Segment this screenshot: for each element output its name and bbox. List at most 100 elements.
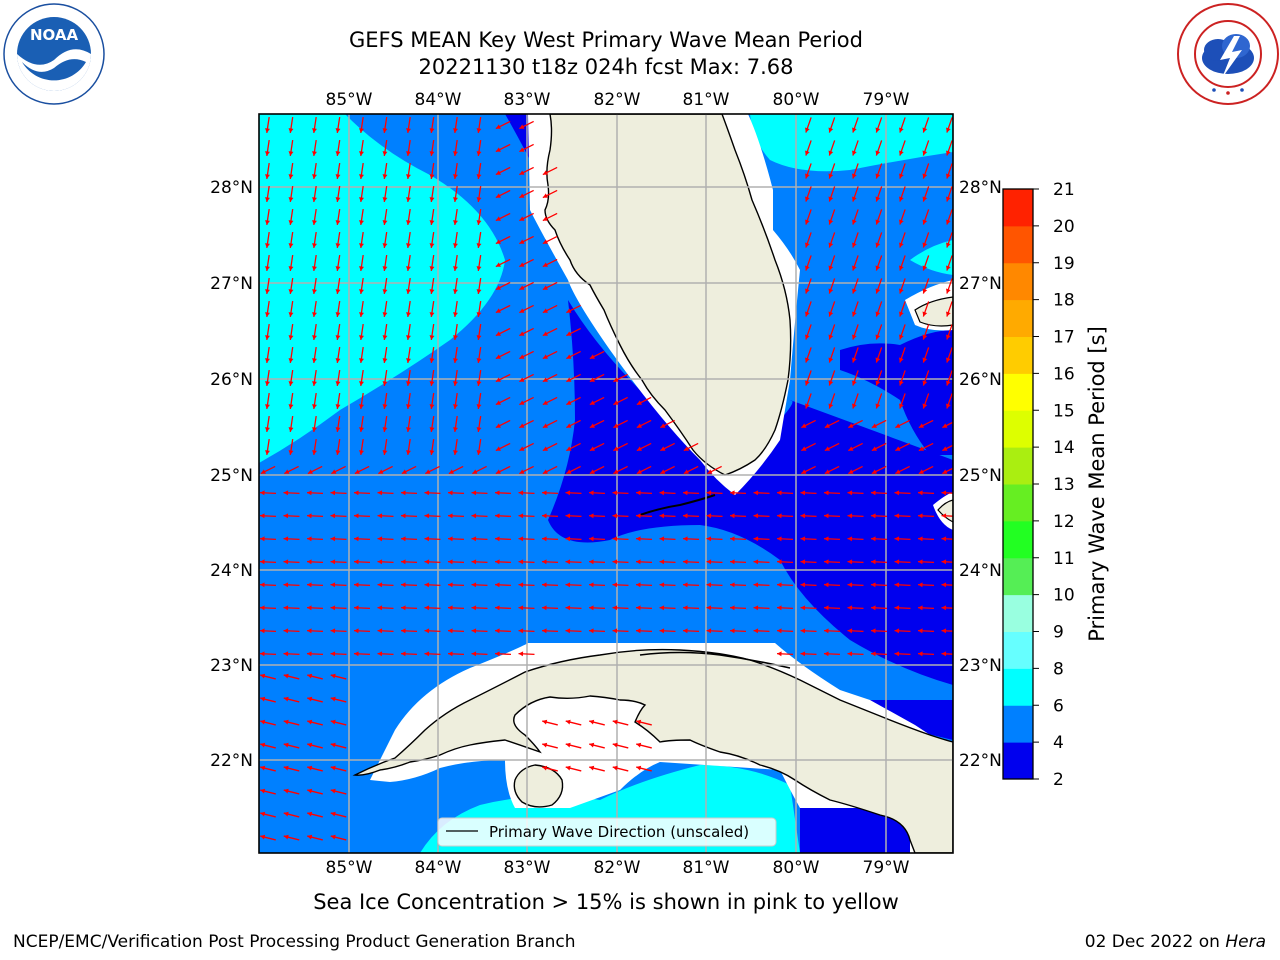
wave-arrow-head [942, 423, 948, 428]
wave-arrow-head [519, 239, 525, 244]
wave-arrow-head [824, 446, 830, 451]
wave-arrow-head [283, 696, 289, 702]
wave-arrow-head [918, 651, 923, 657]
wave-arrow-head [589, 719, 595, 725]
wave-arrow-head [777, 651, 782, 657]
wave-arrow-head [852, 127, 857, 133]
wave-arrow-head [312, 243, 317, 248]
wave-arrow-head [377, 513, 383, 519]
machine-name: Hera [1225, 932, 1266, 952]
wave-arrow-head [941, 490, 947, 496]
wave-arrow-head [335, 197, 341, 202]
wave-arrow-head [401, 628, 406, 634]
wave-arrow-head [382, 128, 388, 133]
lat-label: 27°N [959, 274, 1002, 294]
wave-arrow-head [288, 427, 294, 432]
wave-arrow-head [801, 423, 807, 428]
wave-arrow-head [471, 513, 477, 519]
wave-arrow-head [805, 127, 810, 133]
wave-arrow-head [805, 357, 810, 363]
wave-arrow-head [636, 469, 642, 474]
wave-arrow-head [471, 651, 477, 657]
wave-arrow-head [424, 582, 430, 588]
wave-arrow-head [382, 289, 388, 294]
wave-arrow-head [359, 427, 364, 432]
wave-arrow-head [335, 266, 341, 271]
wave-arrow-head [307, 696, 313, 702]
wave-arrow-head [824, 423, 830, 428]
wave-arrow-head [542, 216, 548, 221]
wave-arrow-head [871, 559, 876, 565]
wave-arrow-head [330, 811, 336, 817]
wave-arrow-head [518, 559, 524, 565]
wave-arrow-head [613, 400, 619, 405]
wave-arrow-head [359, 128, 364, 133]
wave-arrow-head [382, 197, 388, 202]
wave-arrow-head [283, 742, 289, 748]
wave-arrow-head [659, 490, 665, 496]
wave-arrow-head [359, 404, 364, 409]
wave-arrow-head [335, 312, 341, 317]
wave-arrow-head [730, 536, 735, 542]
wave-arrow-head [659, 628, 665, 634]
wave-arrow-head [847, 559, 853, 565]
wave-arrow-head [899, 127, 904, 133]
wave-arrow-head [476, 450, 482, 455]
wave-arrow-head [730, 628, 735, 634]
wave-arrow-head [519, 170, 525, 175]
lon-label: 83°W [504, 858, 551, 878]
wave-arrow-head [476, 128, 482, 133]
wave-arrow-head [330, 513, 336, 519]
legend-label: Primary Wave Direction (unscaled) [489, 823, 749, 841]
wave-arrow-head [805, 311, 810, 317]
wave-arrow-head [542, 742, 548, 748]
wave-arrow-head [424, 513, 430, 519]
wave-arrow-head [495, 490, 500, 496]
lat-label: 26°N [210, 370, 253, 390]
wave-arrow-head [312, 151, 317, 156]
wave-arrow-head [429, 335, 435, 340]
wave-arrow-head [284, 469, 290, 474]
wave-arrow-head [875, 403, 881, 409]
lon-label: 83°W [504, 90, 551, 110]
wave-arrow-head [801, 446, 807, 451]
wave-arrow-head [453, 289, 458, 294]
colorbar-tick-label: 8 [1053, 659, 1064, 679]
wave-arrow-head [288, 266, 294, 271]
longitude-labels-bottom: 85°W 84°W 83°W 82°W 81°W 80°W 79°W [326, 858, 910, 878]
wave-arrow-head [429, 427, 435, 432]
map-frame [258, 113, 954, 854]
wave-arrow-head [354, 469, 360, 474]
wave-arrow-head [800, 651, 806, 657]
colorbar-segment [1003, 520, 1033, 559]
wave-arrow-head [429, 450, 435, 455]
wave-arrow-head [589, 605, 594, 611]
colorbar-tick-label: 6 [1053, 696, 1064, 716]
wave-arrow-head [283, 651, 289, 657]
wave-arrow-head [871, 446, 877, 451]
wave-arrow-head [918, 559, 923, 565]
wave-arrow-head [922, 173, 928, 179]
wave-arrow-head [824, 469, 830, 474]
wave-arrow-head [683, 559, 688, 565]
wave-arrow-head [519, 262, 525, 267]
wave-arrow-head [288, 312, 294, 317]
wave-arrow-head [429, 128, 435, 133]
wave-arrow-head [382, 243, 388, 248]
wave-arrow-head [288, 335, 294, 340]
wave-arrow-head [800, 536, 806, 542]
wave-arrow-head [922, 334, 928, 340]
lat-lon-grid [259, 114, 953, 853]
wave-arrow-head [777, 536, 782, 542]
wave-arrow-head [542, 765, 548, 771]
period-band-2-4-se [800, 808, 910, 853]
lat-label: 23°N [959, 656, 1002, 676]
wave-arrow-head [330, 788, 336, 794]
wave-arrow-head [307, 834, 313, 840]
wave-arrow-head [495, 147, 501, 152]
wave-arrow-head [519, 331, 525, 336]
wave-arrow-head [335, 427, 341, 432]
wave-arrow-head [471, 536, 477, 542]
wave-arrow-head [429, 381, 435, 386]
wave-arrow-head [824, 628, 829, 634]
